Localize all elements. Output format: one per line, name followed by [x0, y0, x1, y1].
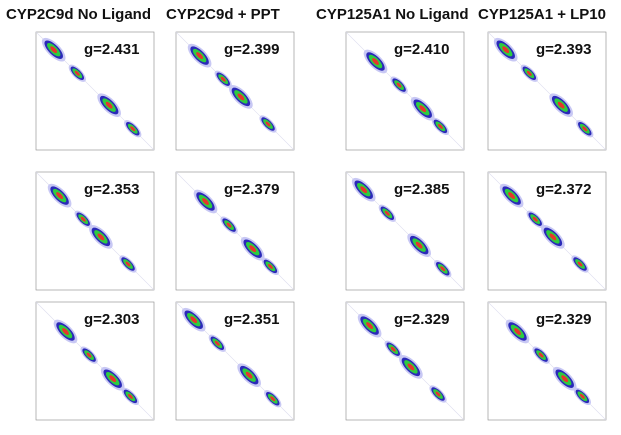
- column-title: CYP2C9d No Ligand: [6, 6, 151, 23]
- signal-blob: [97, 233, 105, 241]
- g-value: g=2.379: [224, 181, 279, 198]
- g-value: g=2.431: [84, 41, 139, 58]
- g-value: g=2.410: [394, 41, 449, 58]
- signal-blob: [237, 93, 245, 101]
- column-title: CYP125A1 No Ligand: [316, 6, 469, 23]
- g-value: g=2.353: [84, 181, 139, 198]
- column-title: CYP125A1 + LP10: [478, 6, 606, 23]
- g-value: g=2.329: [536, 311, 591, 328]
- signal-blob: [56, 192, 64, 200]
- signal-blob: [226, 222, 232, 228]
- signal-blob: [265, 121, 271, 127]
- g-value: g=2.393: [536, 41, 591, 58]
- signal-blob: [440, 266, 446, 272]
- spectrum-panel: g=2.353: [35, 171, 155, 291]
- signal-blob: [267, 263, 273, 269]
- spectrum-panel: g=2.303: [35, 301, 155, 421]
- signal-blob: [220, 76, 226, 82]
- signal-blob: [532, 216, 538, 222]
- signal-blob: [384, 210, 390, 216]
- signal-blob: [86, 352, 92, 358]
- signal-blob: [214, 340, 220, 346]
- signal-blob: [366, 322, 374, 330]
- spectrum-panel: g=2.399: [175, 31, 295, 151]
- signal-blob: [538, 352, 544, 358]
- signal-blob: [419, 105, 427, 113]
- spectrum-panel: g=2.329: [487, 301, 607, 421]
- signal-blob: [390, 346, 396, 352]
- spectrum-panel: g=2.385: [345, 171, 465, 291]
- signal-blob: [502, 46, 510, 54]
- g-value: g=2.385: [394, 181, 449, 198]
- signal-blob: [202, 198, 209, 205]
- spectrum-panel: g=2.372: [487, 171, 607, 291]
- spectrum-panel: g=2.393: [487, 31, 607, 151]
- signal-blob: [80, 216, 86, 222]
- signal-blob: [125, 261, 131, 267]
- signal-blob: [105, 101, 113, 109]
- signal-blob: [50, 46, 58, 54]
- signal-blob: [508, 192, 516, 200]
- signal-blob: [577, 261, 583, 267]
- signal-blob: [196, 52, 204, 60]
- signal-blob: [270, 396, 276, 402]
- g-value: g=2.351: [224, 311, 279, 328]
- signal-blob: [130, 126, 136, 132]
- signal-blob: [109, 375, 117, 383]
- g-value: g=2.303: [84, 311, 139, 328]
- signal-blob: [415, 241, 423, 249]
- signal-blob: [396, 82, 402, 88]
- signal-blob: [245, 371, 253, 379]
- spectrum-panel: g=2.351: [175, 301, 295, 421]
- signal-blob: [127, 393, 133, 399]
- signal-blob: [582, 126, 588, 132]
- signal-blob: [74, 70, 80, 76]
- signal-blob: [549, 233, 557, 241]
- signal-blob: [579, 393, 585, 399]
- spectrum-panel: g=2.329: [345, 301, 465, 421]
- spectrum-panel: g=2.379: [175, 171, 295, 291]
- signal-blob: [62, 328, 69, 335]
- signal-blob: [437, 123, 443, 129]
- signal-blob: [407, 363, 415, 371]
- signal-blob: [360, 186, 368, 194]
- signal-blob: [249, 245, 257, 253]
- signal-blob: [435, 391, 441, 397]
- g-value: g=2.372: [536, 181, 591, 198]
- signal-blob: [514, 328, 521, 335]
- signal-blob: [372, 58, 379, 65]
- signal-blob: [190, 316, 198, 324]
- signal-blob: [561, 375, 569, 383]
- g-value: g=2.399: [224, 41, 279, 58]
- signal-blob: [557, 101, 565, 109]
- column-title: CYP2C9d + PPT: [166, 6, 280, 23]
- spectrum-panel: g=2.410: [345, 31, 465, 151]
- g-value: g=2.329: [394, 311, 449, 328]
- spectrum-panel: g=2.431: [35, 31, 155, 151]
- signal-blob: [526, 70, 532, 76]
